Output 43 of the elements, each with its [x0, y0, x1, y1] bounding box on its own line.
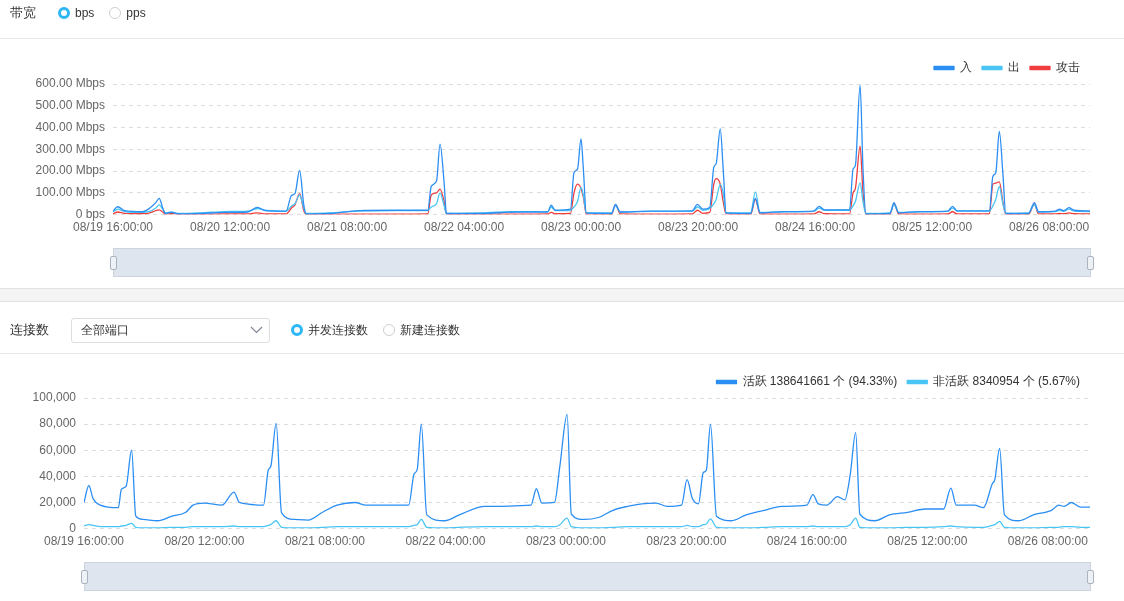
x-tick-label: 08/24 16:00:00 [775, 220, 856, 235]
text: 并发连接数 [308, 321, 368, 339]
y-tick-label: 80,000 [39, 416, 77, 431]
y-tick-label: 0 [69, 520, 77, 535]
x-tick-label: 08/25 12:00:00 [887, 534, 968, 549]
y-tick-label: 20,000 [39, 494, 77, 509]
y-tick-label: 400.00 Mbps [35, 119, 105, 134]
y-tick-label: 60,000 [39, 442, 77, 457]
text: 新建连接数 [400, 321, 460, 339]
x-tick-label: 08/24 16:00:00 [766, 534, 848, 549]
y-tick-label: 200.00 Mbps [35, 163, 105, 178]
x-tick-label: 08/20 12:00:00 [164, 534, 245, 549]
x-tick-label: 08/19 16:00:00 [43, 534, 125, 549]
x-tick-label: 08/19 16:00:00 [72, 220, 154, 235]
legend-label: 非活跃 8340954 个 (5.67%) [933, 374, 1081, 389]
legend-label: 出 [1008, 60, 1020, 75]
y-tick-label: 40,000 [39, 468, 77, 483]
x-tick-label: 08/23 00:00:00 [525, 534, 607, 549]
x-tick-label: 08/25 12:00:00 [892, 220, 973, 235]
chart-title: 连接数 [10, 321, 49, 339]
y-tick-label: 500.00 Mbps [35, 98, 105, 113]
x-tick-label: 08/26 08:00:00 [1009, 220, 1090, 235]
text: pps [126, 6, 146, 20]
y-tick-label: 100,000 [32, 390, 77, 405]
x-tick-label: 08/21 08:00:00 [284, 534, 366, 549]
chart-title: 带宽 [10, 4, 36, 22]
y-tick-label: 600.00 Mbps [35, 76, 105, 91]
y-tick-label: 100.00 Mbps [35, 185, 105, 200]
legend-label: 攻击 [1056, 60, 1080, 75]
legend-label: 活跃 138641661 个 (94.33%) [742, 374, 898, 389]
x-tick-label: 08/23 00:00:00 [540, 220, 622, 235]
x-tick-label: 08/21 08:00:00 [306, 220, 388, 235]
x-tick-label: 08/23 20:00:00 [657, 220, 739, 235]
y-tick-label: 300.00 Mbps [35, 141, 105, 156]
text: bps [75, 6, 95, 20]
legend-label: 入 [960, 60, 972, 75]
y-tick-label: 0 bps [75, 206, 105, 221]
x-tick-label: 08/22 04:00:00 [405, 534, 486, 549]
dropdown: 全部端口 [71, 317, 270, 343]
x-tick-label: 08/22 04:00:00 [423, 220, 505, 235]
x-tick-label: 08/26 08:00:00 [1007, 534, 1089, 549]
x-tick-label: 08/23 20:00:00 [646, 534, 727, 549]
x-tick-label: 08/20 12:00:00 [189, 220, 271, 235]
